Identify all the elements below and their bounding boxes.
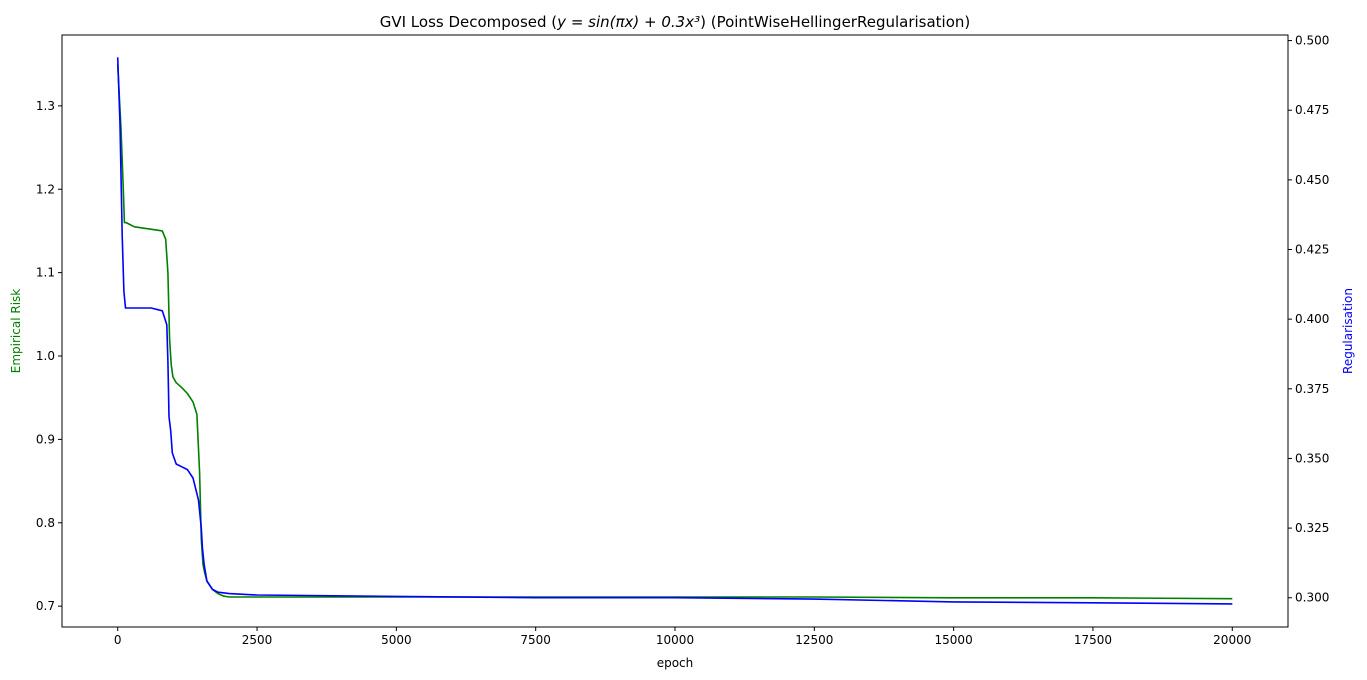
y-axis-right: 0.300 0.325 0.350 0.375 0.400 0.425 0.450 0.475… [1288,34,1329,605]
x-tick-label: 12500 [795,633,833,647]
y-right-tick-label: 0.350 [1295,451,1329,465]
y-axis-left-title: Empirical Risk [9,289,23,374]
chart-title-main: GVI Loss Decomposed ( [380,13,557,31]
y-right-tick-label: 0.500 [1295,34,1329,48]
x-tick-label: 10000 [656,633,694,647]
x-tick-label: 15000 [935,633,973,647]
y-right-tick-label: 0.400 [1295,312,1329,326]
y-axis-left: 0.7 0.8 0.9 1.0 1.1 1.2 1.3 [36,99,62,613]
y-right-tick-label: 0.375 [1295,382,1329,396]
plot-frame [61,34,1289,628]
x-axis: 0 2500 5000 7500 10000 12500 15000 17500 20000 [114,627,1251,647]
y-left-tick-label: 1.2 [36,182,55,196]
y-axis-right-title: Regularisation [1341,288,1355,374]
x-tick-label: 20000 [1213,633,1251,647]
empirical-risk-line [116,64,1233,600]
y-right-tick-label: 0.300 [1295,591,1329,605]
chart-title: GVI Loss Decomposed (y = sin(πx) + 0.3x³… [380,13,971,31]
x-tick-label: 17500 [1074,633,1112,647]
y-left-tick-label: 1.0 [36,349,55,363]
y-left-tick-label: 0.9 [36,432,55,446]
series-layer [116,57,1233,605]
y-right-tick-label: 0.425 [1295,243,1329,257]
x-tick-label: 0 [114,633,122,647]
x-tick-label: 2500 [242,633,273,647]
regularisation-line [116,57,1233,605]
chart-title-suffix: ) (PointWiseHellingerRegularisation) [700,13,970,31]
y-left-tick-label: 0.7 [36,599,55,613]
y-left-tick-label: 1.1 [36,266,55,280]
y-left-tick-label: 0.8 [36,516,55,530]
x-axis-title: epoch [657,656,694,670]
y-right-tick-label: 0.450 [1295,173,1329,187]
y-right-tick-label: 0.475 [1295,103,1329,117]
y-left-tick-label: 1.3 [36,99,55,113]
chart-title-math: y = sin(πx) + 0.3x³ [556,13,700,31]
x-tick-label: 7500 [520,633,551,647]
x-tick-label: 5000 [381,633,412,647]
y-right-tick-label: 0.325 [1295,521,1329,535]
